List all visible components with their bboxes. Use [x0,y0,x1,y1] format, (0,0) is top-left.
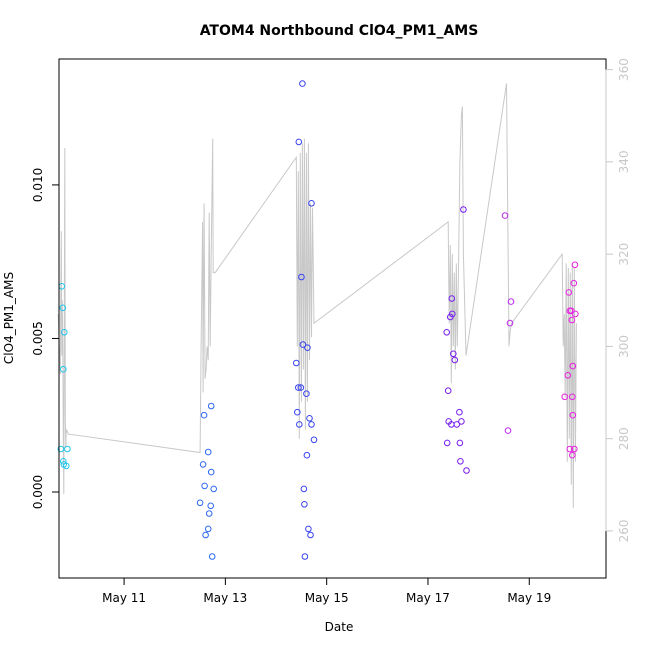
data-point [196,499,204,507]
data-point [300,485,308,493]
data-point [204,525,212,533]
y-tick-label: 0.005 [31,321,45,355]
data-point [501,212,509,219]
data-point [301,501,308,508]
data-point [568,307,575,315]
data-point [458,418,465,425]
data-point [204,448,212,456]
y-right-tick-label: 260 [617,519,631,542]
data-point [63,462,70,470]
data-point [296,421,303,428]
data-point [61,329,68,336]
x-tick-label: May 15 [305,591,349,605]
data-point [60,365,67,373]
data-point [453,421,461,428]
data-point [568,316,576,324]
data-point [571,445,578,453]
data-point [304,344,311,352]
data-point [297,384,305,391]
x-tick-label: May 13 [203,591,247,605]
data-point [308,200,315,207]
data-point [448,295,456,302]
data-point [451,356,459,364]
data-point [310,436,318,444]
scatter-points [57,80,579,560]
data-point [507,298,515,305]
data-point [207,468,215,476]
data-point [201,482,208,490]
y-right-tick-label: 280 [617,427,631,450]
y-right-tick-label: 300 [617,335,631,358]
y-axis: 0.000 0.005 0.010 [31,168,60,509]
data-point [456,408,463,416]
x-tick-label: May 19 [507,591,551,605]
data-point [301,553,309,560]
data-point [60,458,67,465]
data-point [565,289,573,296]
data-point [443,329,451,336]
data-point [210,485,217,493]
data-point [299,80,306,87]
y-tick-label: 0.010 [31,168,45,202]
data-point [202,531,209,539]
data-point [463,467,470,474]
series-line [57,83,577,508]
data-point [294,408,301,416]
data-point [569,362,577,370]
data-point [307,531,314,539]
data-point [298,273,305,281]
data-point [59,304,67,312]
y-tick-label: 0.000 [31,475,45,509]
data-point [444,387,452,395]
data-point [64,445,71,453]
data-point [566,445,574,453]
data-point [299,341,307,348]
data-point [207,502,214,510]
right-axis-series [57,83,577,508]
data-point [561,393,569,401]
data-point [308,421,315,428]
data-point [457,458,464,465]
y-axis-label: ClO4_PM1_AMS [2,272,16,364]
y-right-tick-label: 360 [617,58,631,81]
data-point [306,415,313,422]
data-point [305,525,312,533]
data-point [295,384,302,391]
data-point [450,350,457,358]
data-point [205,510,213,517]
data-point [571,261,579,269]
data-point [570,279,578,287]
data-point [569,451,576,459]
x-axis-label: Date [325,620,354,634]
data-point [449,310,456,318]
data-point [295,138,303,146]
data-point [57,445,65,453]
data-point [208,553,216,560]
data-point [506,319,514,327]
data-point [564,372,572,379]
data-point [303,451,311,459]
x-tick-label: May 11 [102,591,146,605]
data-point [200,411,208,419]
data-point [293,359,300,367]
data-point [199,461,207,468]
x-axis: May 11 May 13 May 15 May 17 May 19 [102,577,551,605]
data-point [456,439,464,447]
plot-frame [58,58,607,579]
y-right-tick-label: 320 [617,243,631,266]
data-point [443,439,451,447]
data-point [303,390,310,398]
y-right-tick-label: 340 [617,150,631,173]
data-point [572,310,579,318]
y-axis-right: 260 280 300 320 340 360 [605,58,631,542]
data-point [569,411,577,419]
data-point [207,402,215,410]
data-point [460,206,467,213]
x-tick-label: May 17 [406,591,450,605]
data-point [504,427,512,434]
data-point [569,393,576,401]
chart-title: ATOM4 Northbound ClO4_PM1_AMS [200,23,479,39]
